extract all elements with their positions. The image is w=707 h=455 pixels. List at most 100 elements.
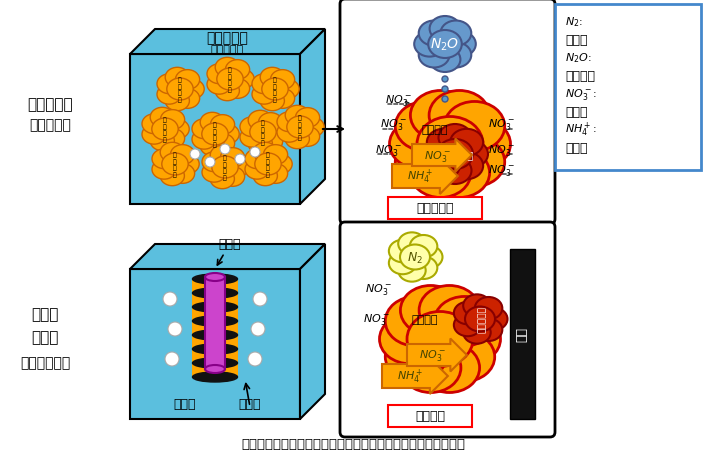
Text: 碳纤维: 碳纤维 <box>217 238 241 265</box>
Polygon shape <box>300 30 325 205</box>
Text: $N_2$: $N_2$ <box>407 250 423 265</box>
Ellipse shape <box>226 79 250 99</box>
Text: $NH_4^+$:: $NH_4^+$: <box>565 121 597 139</box>
Ellipse shape <box>192 372 238 382</box>
Ellipse shape <box>252 85 276 105</box>
Text: $NO_3^-$: $NO_3^-$ <box>365 282 392 297</box>
Text: 硝化細菌: 硝化細菌 <box>411 314 438 324</box>
Ellipse shape <box>192 316 238 326</box>
Ellipse shape <box>438 125 472 152</box>
Ellipse shape <box>419 21 450 46</box>
Ellipse shape <box>398 233 426 255</box>
Text: 硝化細菌: 硝化細菌 <box>422 125 448 135</box>
Circle shape <box>165 352 179 366</box>
Circle shape <box>220 145 230 155</box>
Text: 活
性
污
泥: 活 性 污 泥 <box>163 117 167 142</box>
Ellipse shape <box>395 138 456 187</box>
Ellipse shape <box>271 71 295 90</box>
Ellipse shape <box>192 344 238 354</box>
Ellipse shape <box>450 120 510 169</box>
Ellipse shape <box>225 158 249 177</box>
Ellipse shape <box>400 343 461 393</box>
Ellipse shape <box>475 298 502 320</box>
Ellipse shape <box>200 136 224 157</box>
Circle shape <box>253 293 267 306</box>
Ellipse shape <box>207 75 231 95</box>
Ellipse shape <box>296 127 320 147</box>
Ellipse shape <box>407 312 473 367</box>
Text: $NO_3^-$: $NO_3^-$ <box>385 92 412 107</box>
Ellipse shape <box>440 21 472 46</box>
Text: 活
性
污
泥: 活 性 污 泥 <box>228 67 232 92</box>
Ellipse shape <box>217 69 243 91</box>
Ellipse shape <box>264 145 288 165</box>
Ellipse shape <box>390 120 450 169</box>
Ellipse shape <box>427 130 460 157</box>
Ellipse shape <box>248 111 272 131</box>
FancyBboxPatch shape <box>392 159 458 195</box>
Circle shape <box>250 148 260 157</box>
Polygon shape <box>192 308 238 320</box>
Ellipse shape <box>192 130 216 150</box>
Ellipse shape <box>400 286 461 335</box>
Polygon shape <box>192 336 238 348</box>
Ellipse shape <box>180 80 204 100</box>
Ellipse shape <box>165 68 189 88</box>
Text: $NH_4^+$: $NH_4^+$ <box>407 167 433 186</box>
Ellipse shape <box>437 140 473 170</box>
Ellipse shape <box>455 141 488 168</box>
Ellipse shape <box>200 113 224 133</box>
Ellipse shape <box>285 130 310 149</box>
Text: 活性污泥内: 活性污泥内 <box>416 202 454 215</box>
Ellipse shape <box>207 65 231 85</box>
Ellipse shape <box>165 120 189 140</box>
Text: $NO_3^-$: $NO_3^-$ <box>488 162 515 177</box>
Ellipse shape <box>444 102 505 152</box>
Ellipse shape <box>410 257 438 279</box>
Ellipse shape <box>389 240 416 263</box>
Ellipse shape <box>268 155 292 175</box>
Ellipse shape <box>248 135 272 154</box>
Ellipse shape <box>221 167 245 187</box>
Ellipse shape <box>192 330 238 340</box>
Ellipse shape <box>253 143 277 163</box>
Text: $NO_3^-$: $NO_3^-$ <box>488 117 515 132</box>
Ellipse shape <box>192 120 216 139</box>
Ellipse shape <box>454 314 481 337</box>
Ellipse shape <box>192 288 238 298</box>
Ellipse shape <box>275 80 299 100</box>
FancyBboxPatch shape <box>382 358 448 394</box>
Ellipse shape <box>170 164 194 184</box>
Ellipse shape <box>205 365 225 373</box>
Circle shape <box>442 97 448 103</box>
Ellipse shape <box>410 149 471 198</box>
Text: 碳纤维: 碳纤维 <box>31 307 59 322</box>
Ellipse shape <box>162 154 188 176</box>
Text: $NO_3^-$: $NO_3^-$ <box>488 142 515 157</box>
Ellipse shape <box>440 314 501 364</box>
Ellipse shape <box>152 119 178 141</box>
Ellipse shape <box>160 143 185 163</box>
Text: 反硝化细菌: 反硝化细菌 <box>477 306 486 333</box>
Text: 发酵池: 发酵池 <box>174 398 197 410</box>
FancyBboxPatch shape <box>388 405 472 427</box>
Ellipse shape <box>221 148 245 168</box>
Ellipse shape <box>463 321 491 344</box>
Ellipse shape <box>430 48 460 73</box>
Ellipse shape <box>255 154 281 176</box>
Ellipse shape <box>263 123 287 142</box>
Ellipse shape <box>260 68 284 88</box>
Text: 活
性
污
泥: 活 性 污 泥 <box>213 122 217 147</box>
Ellipse shape <box>215 125 239 145</box>
Text: 活
性
污
泥: 活 性 污 泥 <box>223 155 227 180</box>
Ellipse shape <box>395 102 456 152</box>
Text: $NO_3^-$: $NO_3^-$ <box>380 117 407 132</box>
Polygon shape <box>192 350 238 362</box>
Text: 生物膜: 生物膜 <box>239 398 262 410</box>
Polygon shape <box>130 55 300 205</box>
Text: 氧化二氮: 氧化二氮 <box>565 69 595 82</box>
Ellipse shape <box>427 153 460 180</box>
Ellipse shape <box>215 58 240 78</box>
Ellipse shape <box>389 252 416 275</box>
Ellipse shape <box>215 82 240 101</box>
